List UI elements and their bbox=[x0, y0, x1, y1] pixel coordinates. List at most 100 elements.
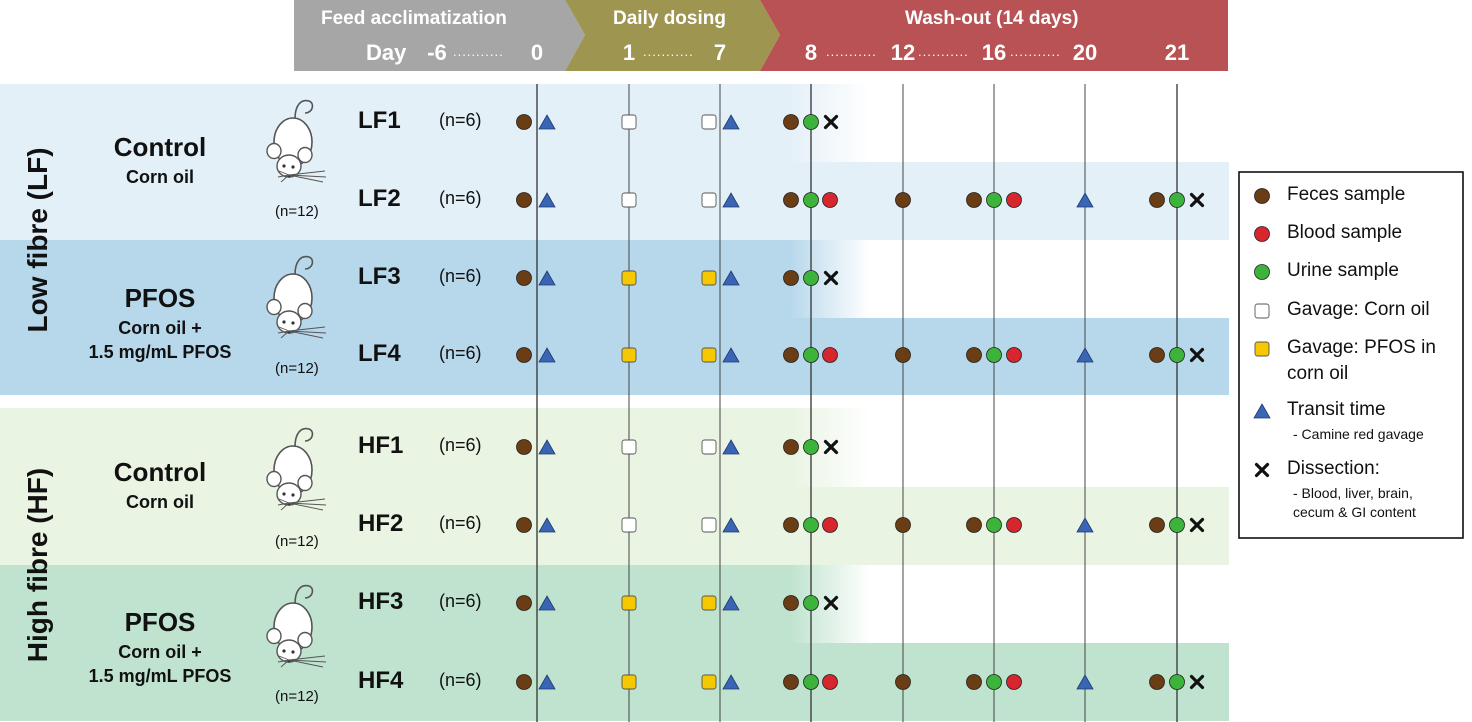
mouse-whisker bbox=[288, 659, 324, 668]
mouse-whisker bbox=[288, 659, 327, 663]
legend-box bbox=[1238, 171, 1464, 539]
day-tick-label: 8 bbox=[804, 40, 818, 65]
gavage-pfos-marker bbox=[621, 347, 637, 363]
feces-marker bbox=[783, 347, 799, 363]
mouse-ear bbox=[297, 146, 313, 164]
row-count: (n=6) bbox=[439, 343, 482, 363]
mouse-tail bbox=[294, 255, 314, 276]
urine-marker bbox=[803, 674, 819, 690]
transit-marker bbox=[538, 347, 556, 363]
legend-label: Feces sample bbox=[1287, 184, 1406, 205]
mouse-ear bbox=[297, 302, 313, 320]
gavage-corn-oil-marker bbox=[621, 439, 637, 455]
row-count: (n=6) bbox=[439, 110, 482, 130]
row-count: (n=6) bbox=[439, 591, 482, 611]
dissection-marker bbox=[823, 270, 839, 286]
blood-marker bbox=[1006, 347, 1022, 363]
row-label: LF3 bbox=[358, 263, 401, 290]
mouse-ear bbox=[266, 470, 282, 488]
mouse-whisker bbox=[277, 659, 290, 663]
urine-marker bbox=[986, 347, 1002, 363]
row-label: LF1 bbox=[358, 107, 401, 134]
group-title: Control bbox=[113, 132, 207, 162]
day-tick-label: 12 bbox=[890, 40, 916, 65]
mouse-whisker bbox=[278, 170, 290, 176]
gavage-corn-oil-marker bbox=[1254, 303, 1270, 319]
feces-marker bbox=[1149, 517, 1165, 533]
mouse-whisker bbox=[278, 498, 290, 504]
phase-washout-bar bbox=[760, 0, 1228, 71]
row-band bbox=[0, 643, 1229, 721]
legend-label: Transit time bbox=[1287, 399, 1386, 420]
feces-marker bbox=[783, 439, 799, 455]
feces-marker bbox=[783, 192, 799, 208]
blood-marker bbox=[822, 674, 838, 690]
row-count: (n=6) bbox=[439, 435, 482, 455]
mouse-whisker bbox=[288, 502, 327, 506]
transit-marker bbox=[722, 674, 740, 690]
urine-marker bbox=[986, 192, 1002, 208]
urine-marker bbox=[803, 439, 819, 455]
transit-marker bbox=[538, 114, 556, 130]
transit-marker bbox=[722, 517, 740, 533]
row-band bbox=[0, 240, 790, 318]
row-count: (n=6) bbox=[439, 266, 482, 286]
dissection-marker bbox=[823, 439, 839, 455]
mouse-eye bbox=[291, 321, 295, 325]
row-label: HF2 bbox=[358, 510, 404, 537]
mouse-tail bbox=[294, 427, 314, 448]
urine-marker bbox=[986, 517, 1002, 533]
mouse-eye bbox=[291, 650, 295, 654]
mouse-whisker bbox=[288, 174, 324, 183]
mouse-whisker bbox=[280, 502, 290, 511]
transit-marker bbox=[722, 270, 740, 286]
mouse-icon bbox=[266, 255, 327, 339]
side-label-low-fibre: Low fibre (LF) bbox=[22, 147, 53, 333]
phase-label-washout: Wash-out (14 days) bbox=[905, 8, 1079, 29]
urine-marker bbox=[1169, 674, 1185, 690]
row-label: HF4 bbox=[358, 667, 404, 694]
row-label: HF1 bbox=[358, 432, 404, 459]
group-mouse-count: (n=12) bbox=[275, 688, 319, 705]
feces-marker bbox=[1149, 347, 1165, 363]
group-subtitle: Corn oil bbox=[126, 167, 194, 187]
day-range-dots: ........... bbox=[826, 44, 877, 59]
urine-marker bbox=[803, 192, 819, 208]
gavage-pfos-marker bbox=[701, 270, 717, 286]
transit-marker bbox=[538, 270, 556, 286]
mouse-eye bbox=[291, 493, 295, 497]
transit-marker bbox=[722, 114, 740, 130]
feces-marker bbox=[1254, 188, 1270, 204]
row-band bbox=[0, 565, 790, 643]
row-band bbox=[0, 162, 1229, 240]
mouse-whisker bbox=[288, 498, 326, 504]
mouse-ear bbox=[266, 142, 282, 160]
day-tick-label: 21 bbox=[1164, 40, 1190, 65]
group-subtitle: Corn oil + bbox=[118, 642, 202, 662]
feces-marker bbox=[516, 517, 532, 533]
day-range-dots: ........... bbox=[453, 44, 504, 59]
legend-sublabel: - Blood, liver, brain, bbox=[1293, 485, 1413, 501]
feces-marker bbox=[895, 674, 911, 690]
urine-marker bbox=[803, 517, 819, 533]
transit-marker bbox=[1076, 517, 1094, 533]
transit-marker bbox=[538, 439, 556, 455]
feces-marker bbox=[1149, 674, 1165, 690]
mouse-ear bbox=[297, 474, 313, 492]
dissection-marker bbox=[1254, 462, 1270, 478]
transit-marker bbox=[538, 595, 556, 611]
legend-label: Gavage: Corn oil bbox=[1287, 299, 1430, 320]
mouse-eye bbox=[282, 164, 286, 168]
legend-label: Dissection: bbox=[1287, 458, 1380, 479]
transit-marker bbox=[722, 595, 740, 611]
row-label: LF2 bbox=[358, 185, 401, 212]
gavage-pfos-marker bbox=[701, 595, 717, 611]
gavage-corn-oil-marker bbox=[701, 517, 717, 533]
feces-marker bbox=[516, 347, 532, 363]
mouse-whisker bbox=[277, 502, 290, 506]
feces-marker bbox=[516, 270, 532, 286]
mouse-whisker bbox=[288, 170, 326, 176]
gavage-pfos-marker bbox=[701, 347, 717, 363]
urine-marker bbox=[1169, 192, 1185, 208]
legend-sublabel: - Camine red gavage bbox=[1293, 426, 1424, 442]
